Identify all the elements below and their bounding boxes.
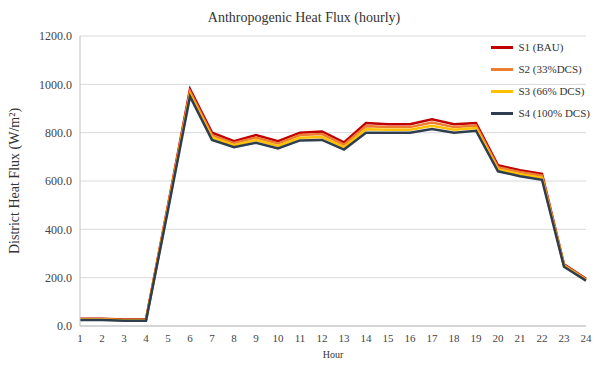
svg-text:4: 4 — [143, 332, 149, 344]
svg-text:20: 20 — [493, 332, 505, 344]
svg-text:District Heat Flux (W/m²): District Heat Flux (W/m²) — [8, 108, 23, 254]
svg-text:200.0: 200.0 — [45, 271, 72, 285]
html-text:Anthropogenic Heat Flux (hourl: Anthropogenic Heat Flux (hourly) — [207, 10, 401, 25]
svg-text:12: 12 — [317, 332, 328, 344]
svg-text:18: 18 — [449, 332, 461, 344]
svg-text:1: 1 — [77, 332, 83, 344]
svg-text:600.0: 600.0 — [45, 174, 72, 188]
svg-text:13: 13 — [339, 332, 351, 344]
svg-text:9: 9 — [253, 332, 259, 344]
svg-text:8: 8 — [231, 332, 237, 344]
svg-text:14: 14 — [361, 332, 373, 344]
svg-text:800.0: 800.0 — [45, 126, 72, 140]
svg-text:16: 16 — [405, 332, 417, 344]
svg-text:19: 19 — [471, 332, 483, 344]
svg-text:22: 22 — [537, 332, 548, 344]
html-text:S4 (100% DCS): S4 (100% DCS) — [518, 107, 590, 119]
svg-text:10: 10 — [273, 332, 285, 344]
svg-text:21: 21 — [515, 332, 526, 344]
html-text:S2 (33%DCS): S2 (33%DCS) — [518, 63, 582, 75]
svg-text:400.0: 400.0 — [45, 223, 72, 237]
svg-text:17: 17 — [427, 332, 439, 344]
html-text:S1 (BAU): S1 (BAU) — [518, 41, 564, 53]
svg-text:24: 24 — [581, 332, 593, 344]
svg-text:2: 2 — [99, 332, 105, 344]
svg-text:7: 7 — [209, 332, 215, 344]
svg-text:0.0: 0.0 — [57, 319, 72, 333]
svg-text:1200.0: 1200.0 — [39, 29, 72, 43]
svg-text:5: 5 — [165, 332, 171, 344]
svg-text:Hour: Hour — [323, 349, 344, 360]
svg-text:23: 23 — [559, 332, 571, 344]
svg-text:15: 15 — [383, 332, 395, 344]
svg-text:1000.0: 1000.0 — [39, 78, 72, 92]
html-text:S3 (66% DCS): S3 (66% DCS) — [518, 85, 585, 97]
svg-text:6: 6 — [187, 332, 193, 344]
svg-text:11: 11 — [295, 332, 306, 344]
svg-text:3: 3 — [121, 332, 127, 344]
